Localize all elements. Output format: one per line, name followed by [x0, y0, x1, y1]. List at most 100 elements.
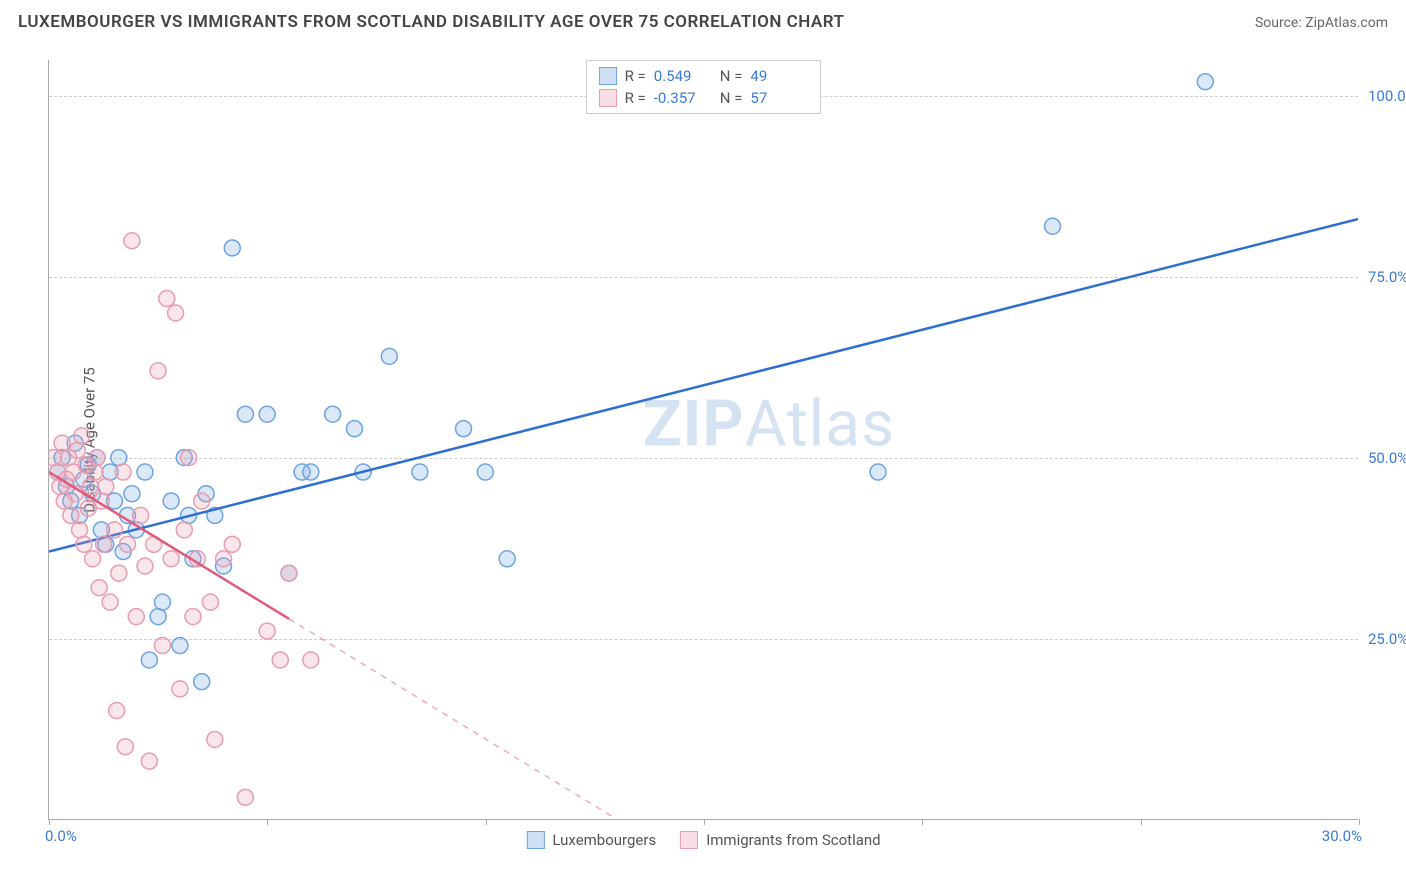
n-value-2: 57 [750, 89, 808, 107]
data-point [137, 558, 153, 574]
data-point [237, 406, 253, 422]
data-point [456, 421, 472, 437]
n-label: N = [720, 67, 743, 85]
data-point [412, 464, 428, 480]
data-point [194, 493, 210, 509]
data-point [168, 305, 184, 321]
data-point [207, 731, 223, 747]
chart-title: LUXEMBOURGER VS IMMIGRANTS FROM SCOTLAND… [18, 12, 845, 32]
data-point [202, 594, 218, 610]
data-point [154, 638, 170, 654]
stats-row-2: R = -0.357 N = 57 [599, 87, 809, 109]
x-tick [267, 819, 268, 825]
chart-svg [49, 60, 1358, 819]
n-value-1: 49 [750, 67, 808, 85]
data-point [124, 233, 140, 249]
data-point [150, 363, 166, 379]
data-point [159, 291, 175, 307]
data-point [141, 753, 157, 769]
plot-area: Disability Age Over 75 ZIPAtlas R = 0.54… [48, 60, 1358, 820]
data-point [109, 703, 125, 719]
legend-swatch-bottom-1 [526, 831, 544, 849]
legend-swatch-1 [599, 67, 617, 85]
data-point [185, 609, 201, 625]
data-point [870, 464, 886, 480]
x-tick [1359, 819, 1360, 825]
data-point [224, 536, 240, 552]
data-point [102, 594, 118, 610]
legend-item-2: Immigrants from Scotland [680, 831, 880, 849]
trend-line-dashed [289, 619, 616, 819]
legend-swatch-bottom-2 [680, 831, 698, 849]
data-point [272, 652, 288, 668]
data-point [120, 536, 136, 552]
data-point [72, 522, 88, 538]
data-point [303, 652, 319, 668]
data-point [325, 406, 341, 422]
x-tick [486, 819, 487, 825]
legend-swatch-2 [599, 89, 617, 107]
data-point [106, 522, 122, 538]
data-point [176, 522, 192, 538]
y-tick-label: 25.0% [1368, 630, 1406, 648]
y-tick-label: 50.0% [1368, 449, 1406, 467]
data-point [76, 536, 92, 552]
data-point [63, 507, 79, 523]
data-point [49, 450, 61, 466]
y-tick-label: 100.0% [1368, 87, 1406, 105]
data-point [87, 464, 103, 480]
data-point [85, 551, 101, 567]
x-tick [922, 819, 923, 825]
data-point [163, 493, 179, 509]
data-point [89, 450, 105, 466]
x-tick [704, 819, 705, 825]
data-point [91, 580, 107, 596]
data-point [259, 406, 275, 422]
data-point [181, 450, 197, 466]
y-tick-label: 75.0% [1368, 268, 1406, 286]
data-point [194, 674, 210, 690]
r-value-1: 0.549 [654, 67, 712, 85]
data-point [98, 478, 114, 494]
data-point [303, 464, 319, 480]
data-point [224, 240, 240, 256]
data-point [150, 609, 166, 625]
series-legend: Luxembourgers Immigrants from Scotland [526, 831, 880, 849]
x-tick-label: 0.0% [45, 827, 77, 845]
data-point [128, 609, 144, 625]
data-point [137, 464, 153, 480]
legend-item-1: Luxembourgers [526, 831, 656, 849]
data-point [259, 623, 275, 639]
stats-row-1: R = 0.549 N = 49 [599, 65, 809, 87]
data-point [96, 536, 112, 552]
data-point [54, 435, 70, 451]
source-attribution: Source: ZipAtlas.com [1255, 15, 1388, 31]
data-point [477, 464, 493, 480]
data-point [163, 551, 179, 567]
data-point [117, 739, 133, 755]
r-value-2: -0.357 [654, 89, 712, 107]
data-point [172, 638, 188, 654]
data-point [133, 507, 149, 523]
trend-line-solid [49, 219, 1358, 552]
data-point [124, 486, 140, 502]
legend-label-1: Luxembourgers [552, 831, 656, 849]
data-point [172, 681, 188, 697]
data-point [154, 594, 170, 610]
data-point [69, 442, 85, 458]
data-point [141, 652, 157, 668]
data-point [381, 348, 397, 364]
data-point [82, 478, 98, 494]
stats-legend: R = 0.549 N = 49 R = -0.357 N = 57 [586, 60, 822, 114]
x-tick-label: 30.0% [1322, 827, 1362, 845]
data-point [115, 464, 131, 480]
data-point [216, 551, 232, 567]
data-point [346, 421, 362, 437]
legend-label-2: Immigrants from Scotland [706, 831, 880, 849]
n-label: N = [720, 89, 743, 107]
data-point [1045, 218, 1061, 234]
data-point [1197, 74, 1213, 90]
r-label: R = [625, 67, 646, 85]
data-point [111, 450, 127, 466]
r-label: R = [625, 89, 646, 107]
